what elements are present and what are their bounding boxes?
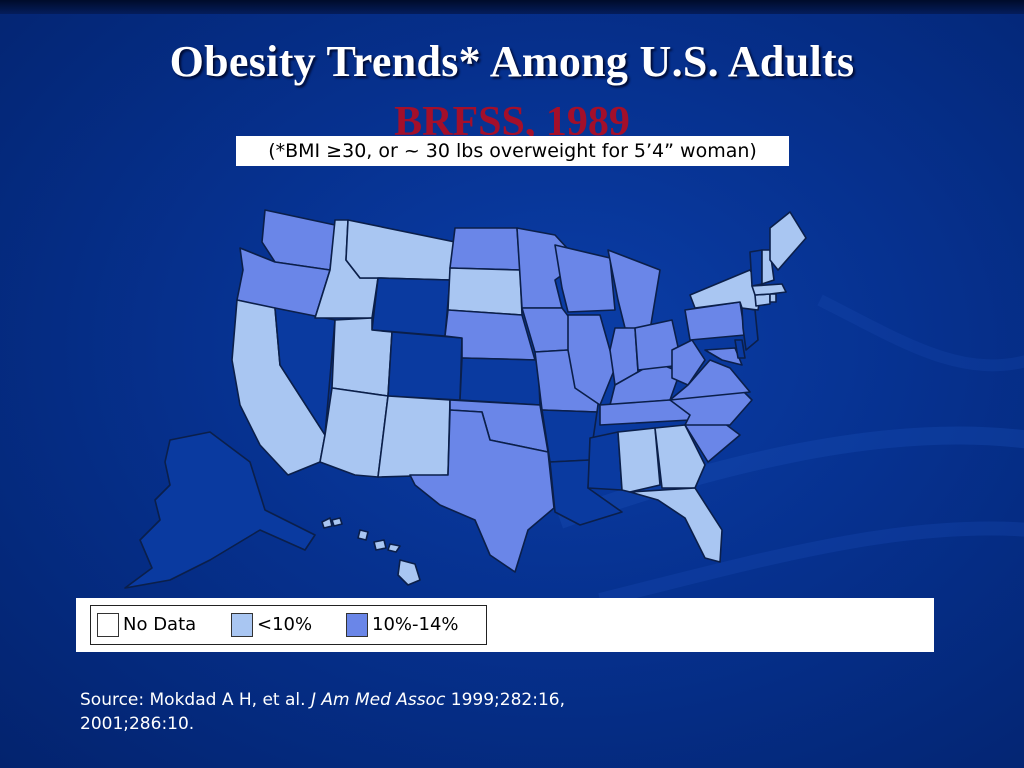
state-ri [769, 293, 777, 303]
legend-label-no-data: No Data [123, 614, 197, 635]
state-ms [587, 431, 623, 491]
state-tx [409, 409, 555, 573]
state-nm [377, 395, 451, 478]
state-sd [447, 267, 523, 316]
source-citation: Source: Mokdad A H, et al. J Am Med Asso… [80, 688, 565, 736]
state-md [704, 347, 743, 366]
state-al [617, 427, 661, 493]
state-nj [741, 307, 759, 351]
top-bar [0, 0, 1024, 14]
state-nd [449, 227, 521, 271]
state-ks [459, 357, 541, 406]
legend-box: No Data <10% 10%-14% [90, 605, 487, 645]
state-ak [124, 431, 316, 589]
state-mt [345, 219, 456, 281]
state-wi [554, 244, 616, 313]
legend-label-lt10: <10% [257, 614, 313, 635]
state-oh [634, 319, 683, 371]
state-pa [684, 301, 746, 341]
legend: No Data <10% 10%-14% [76, 598, 934, 652]
source-suffix: 1999;282:16, [450, 690, 565, 710]
state-ct [754, 293, 771, 307]
legend-label-10-14: 10%-14% [372, 614, 459, 635]
state-fl [629, 487, 723, 563]
state-wv [671, 339, 706, 386]
state-ma [751, 283, 787, 296]
state-vt [749, 249, 763, 287]
state-mi [607, 249, 661, 331]
state-co [387, 331, 463, 401]
source-prefix: Source: Mokdad A H, et al. [80, 690, 306, 710]
legend-swatch-no-data [97, 613, 119, 637]
us-obesity-map [124, 209, 807, 589]
state-az [319, 387, 389, 478]
slide-title: Obesity Trends* Among U.S. Adults [169, 37, 855, 86]
state-va [669, 359, 751, 401]
state-ga [654, 424, 706, 489]
state-me [769, 211, 807, 271]
source-journal: J Am Med Assoc [310, 690, 446, 710]
source-line2: 2001;286:10. [80, 714, 195, 734]
legend-swatch-lt10 [231, 613, 253, 637]
state-wy [371, 277, 451, 337]
bmi-note: (*BMI ≥30, or ~ 30 lbs overweight for 5’… [236, 136, 789, 166]
legend-swatch-10-14 [346, 613, 368, 637]
state-hi [321, 517, 421, 586]
state-de [734, 339, 746, 359]
